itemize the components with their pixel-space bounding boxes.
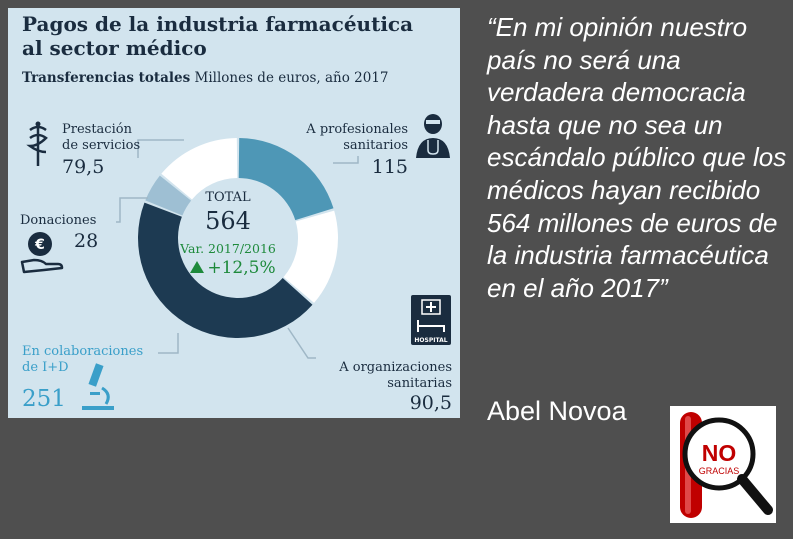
hospital-label: HOSPITAL [414,337,447,344]
quote-author: Abel Novoa [487,396,627,426]
logo-gracias: GRACIAS [698,466,740,476]
donut-slice-1 [238,138,334,221]
label-donaciones: Donaciones [20,213,97,228]
label-colaboraciones: En colaboraciones de I+D [22,344,144,375]
center-var-label: Var. 2017/2016 [180,241,276,256]
center-total-label: TOTAL [205,190,251,205]
center-total-value: 564 [205,207,251,235]
leader-line-organizaciones [287,327,316,359]
leader-line-donaciones [116,197,148,223]
quote-text: “En mi opinión nuestro país no será una … [487,12,787,303]
microscope-icon [82,363,114,410]
infographic-title: Pagos de la industria farmacéutica al se… [22,12,414,60]
value-organizaciones: 90,5 [409,392,452,414]
donut-slice-3 [138,202,313,338]
euro-symbol: € [34,237,45,253]
value-donaciones: 28 [74,230,99,252]
infographic: Pagos de la industria farmacéutica al se… [8,8,460,418]
value-colaboraciones: 251 [22,386,66,412]
value-profesionales: 115 [371,156,408,178]
label-organizaciones: A organizaciones sanitarias [339,360,452,391]
donation-hand-icon: € [20,232,64,274]
value-prestacion: 79,5 [62,156,105,178]
leader-line-colaboraciones [158,333,179,354]
infographic-subtitle: Transferencias totales Millones de euros… [22,70,389,86]
leader-line-profesionales [333,156,359,164]
magnifier-icon [680,412,773,518]
hospital-icon: HOSPITAL [411,295,451,345]
label-prestacion: Prestación de servicios [62,122,141,153]
donut-slice-5 [161,138,238,200]
donut-slice-2 [283,210,338,303]
donut-chart [116,138,359,359]
leader-line-prestacion [137,139,184,158]
logo-no: NO [701,440,737,466]
label-profesionales: A profesionales sanitarios [306,122,408,153]
donut-slice-4 [145,175,192,216]
doctor-icon [416,114,450,158]
center-var-value: +12,5% [173,258,293,278]
up-triangle-icon [190,261,205,273]
caduceus-icon [26,121,48,166]
no-gracias-logo: NO GRACIAS [670,406,776,523]
